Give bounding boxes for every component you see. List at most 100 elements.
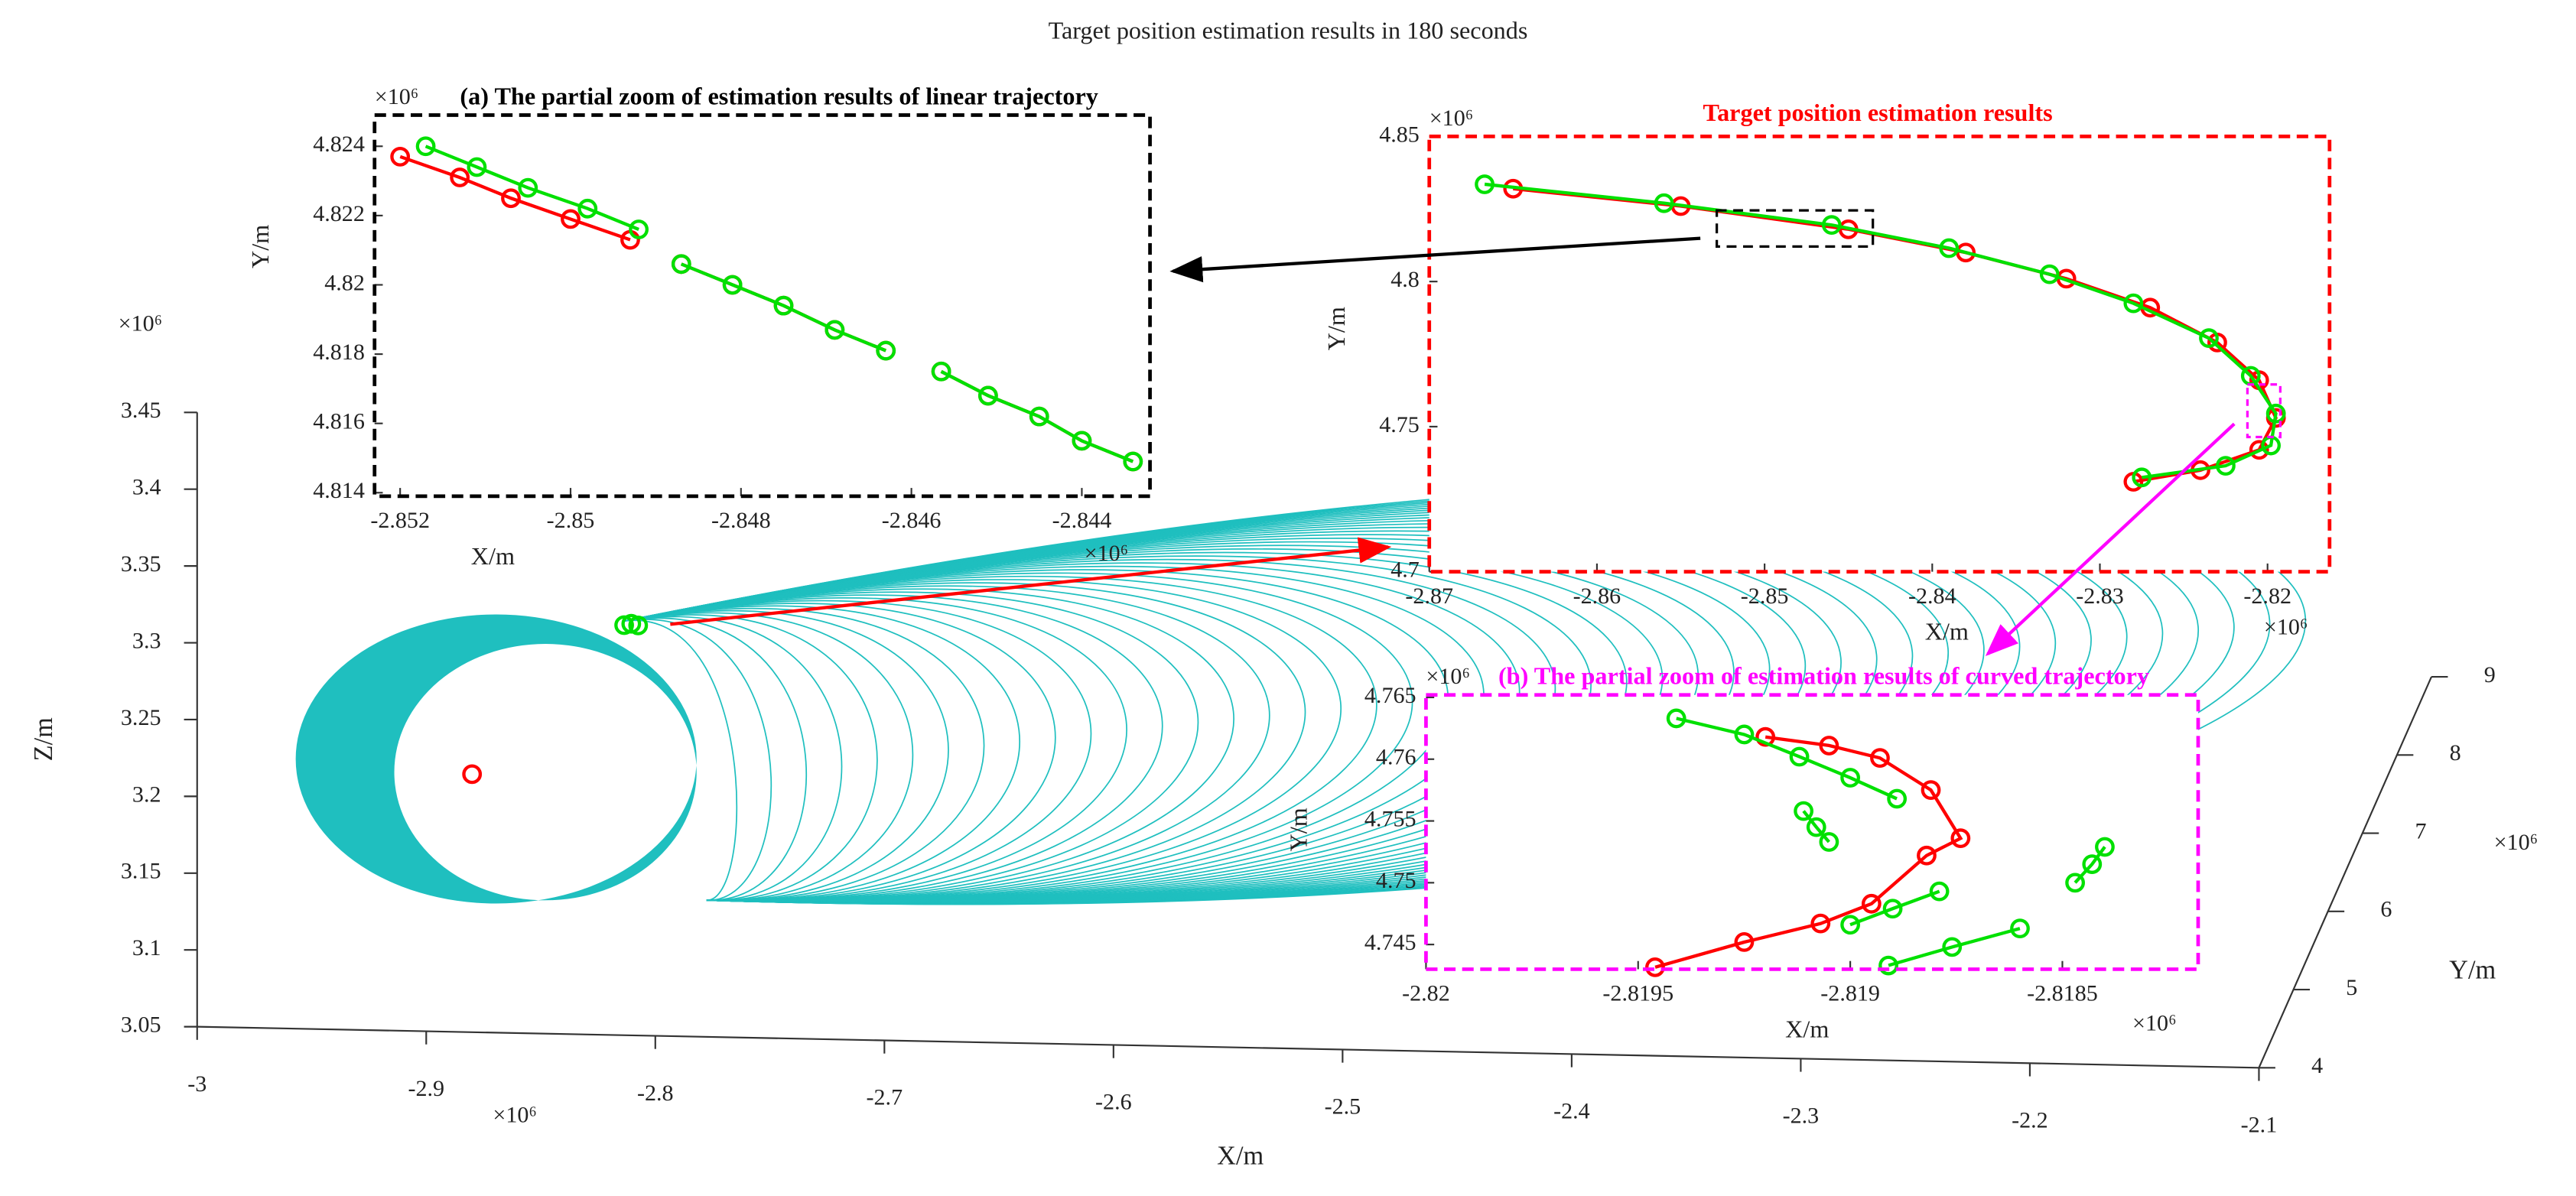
surface-line xyxy=(624,617,808,902)
surface-line xyxy=(624,614,878,902)
surface-line xyxy=(624,572,1413,902)
z-tick-label: 3.1 xyxy=(132,934,161,960)
surface-line xyxy=(624,519,1949,904)
x-tick-label: -2.6 xyxy=(1095,1089,1132,1115)
surface-line xyxy=(624,548,1664,903)
surface-line xyxy=(624,558,1556,903)
arrow xyxy=(1985,422,2236,656)
y-tick-label: 4.818 xyxy=(313,339,365,365)
z-tick-label: 3.45 xyxy=(121,397,161,423)
point xyxy=(628,615,649,635)
x-tick-label: -2.84 xyxy=(1908,583,1956,609)
x-tick-label: -2.7 xyxy=(867,1084,903,1110)
surface-line xyxy=(624,600,1092,902)
chart-title: Target position estimation results in 18… xyxy=(1049,16,1528,44)
surface-line xyxy=(624,612,914,902)
y-tick-label: 4.814 xyxy=(313,477,365,503)
y-tick-label: 9 xyxy=(2484,661,2496,687)
x-axis-label: X/m xyxy=(1925,618,1969,645)
y-tick-label: 6 xyxy=(2380,896,2392,922)
y-tick-label: 4.75 xyxy=(1379,411,1420,437)
marker xyxy=(1878,955,1898,976)
y-tick-label: 4.85 xyxy=(1379,121,1420,147)
point xyxy=(462,764,483,785)
y-tick-label: 4.82 xyxy=(324,269,365,295)
marker xyxy=(1942,937,1963,957)
marker xyxy=(1645,957,1665,977)
marker xyxy=(1123,451,1143,472)
surface-line xyxy=(624,597,1127,902)
x-tick-label: -3 xyxy=(187,1071,207,1097)
series-line xyxy=(1654,735,1963,969)
marker xyxy=(1819,832,1839,852)
x-tick-label: -2.848 xyxy=(711,507,771,533)
surface-line xyxy=(624,541,1735,903)
surface-line xyxy=(624,582,1306,902)
marker xyxy=(2249,440,2269,460)
surface-line xyxy=(624,526,1878,904)
y-tick-label: 7 xyxy=(2415,817,2426,843)
marker xyxy=(1666,708,1686,729)
marker xyxy=(501,188,521,209)
y-tick-label: 4.755 xyxy=(1364,805,1416,831)
x-tick-label: -2.8195 xyxy=(1602,980,1673,1006)
marker xyxy=(1734,932,1755,952)
inset-frame xyxy=(1424,693,2200,971)
x-exponent: ×10⁶ xyxy=(2264,614,2308,640)
y-exponent: ×10⁶ xyxy=(2494,829,2539,855)
marker xyxy=(931,361,951,382)
y-axis xyxy=(2258,676,2432,1068)
series-line xyxy=(424,145,1134,463)
x-tick-label: -2.8 xyxy=(637,1080,674,1106)
marker xyxy=(1840,768,1861,788)
z-tick-label: 3.15 xyxy=(121,858,161,884)
marker xyxy=(825,320,845,340)
z-exponent: ×10⁶ xyxy=(119,310,162,336)
inset-background xyxy=(1429,136,2330,572)
marker xyxy=(2132,467,2152,488)
y-tick-label: 4.765 xyxy=(1364,682,1416,708)
surface-line xyxy=(624,603,1056,902)
marker xyxy=(2065,873,2085,893)
marker xyxy=(561,209,581,229)
marker xyxy=(1887,788,1908,809)
surface-ring xyxy=(295,614,697,904)
surface-line xyxy=(624,512,2021,905)
y-axis-label: Y/m xyxy=(246,225,274,268)
y-exponent: ×10⁶ xyxy=(1429,105,1474,131)
zoom-box-a xyxy=(1716,209,1875,248)
y-tick-label: 4.75 xyxy=(1376,867,1416,893)
x-tick-label: -2.87 xyxy=(1405,583,1453,609)
y-tick-label: 4.816 xyxy=(313,408,365,434)
x-tick-label: -2.83 xyxy=(2076,583,2124,609)
surface-line xyxy=(624,562,1521,903)
surface-line xyxy=(624,575,1377,902)
marker xyxy=(1950,828,1971,849)
marker xyxy=(1755,726,1776,747)
y-axis-label: Y/m xyxy=(2449,956,2496,985)
x-tick-label: -2.82 xyxy=(2243,583,2291,609)
marker xyxy=(1840,915,1861,935)
x-tick-label: -2.846 xyxy=(882,507,942,533)
marker xyxy=(1821,215,1842,236)
marker xyxy=(1734,724,1755,745)
surface-line xyxy=(624,609,949,902)
marker xyxy=(467,157,487,177)
y-tick-label: 5 xyxy=(2346,974,2357,1000)
arrow xyxy=(1169,236,1701,283)
x-tick-label: -2.1 xyxy=(2241,1112,2278,1138)
surface-line xyxy=(624,515,1985,905)
z-tick-label: 3.3 xyxy=(132,627,161,653)
y-tick-label: 4.7 xyxy=(1390,557,1420,583)
x-axis-label: X/m xyxy=(1217,1141,1264,1170)
y-tick-label: 4 xyxy=(2311,1052,2323,1078)
marker xyxy=(773,295,794,316)
surface-line xyxy=(624,579,1342,902)
marker xyxy=(1654,193,1674,213)
surface-line xyxy=(624,607,985,902)
plots: Target position estimation results in 18… xyxy=(29,16,2538,1170)
marker xyxy=(2216,456,2236,476)
surface-line xyxy=(624,565,1485,903)
marker xyxy=(1029,406,1049,427)
